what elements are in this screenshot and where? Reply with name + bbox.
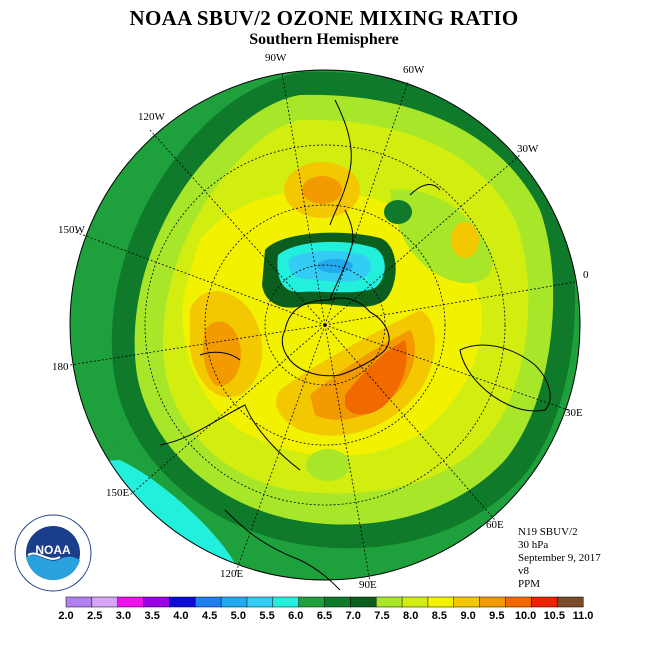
lon-label-120e: 120E: [220, 568, 244, 580]
lon-label-30e: 30E: [565, 407, 583, 419]
map-border: [69, 69, 581, 581]
units-label: PPM: [518, 578, 541, 590]
noaa-logo-icon: NOAA: [14, 514, 92, 592]
date-label: September 9, 2017: [518, 552, 601, 564]
lon-label-90w: 90W: [265, 52, 287, 64]
lon-label-150w: 150W: [58, 224, 86, 236]
page-title: NOAA SBUV/2 OZONE MIXING RATIO: [129, 6, 519, 30]
lon-label-30w: 30W: [517, 143, 539, 155]
version-label: v8: [518, 565, 529, 577]
satellite-label: N19 SBUV/2: [518, 526, 578, 538]
lon-label-90e: 90E: [359, 579, 377, 591]
pressure-level-label: 30 hPa: [518, 539, 549, 551]
lon-label-150e: 150E: [106, 487, 130, 499]
noaa-logo-text: NOAA: [35, 543, 71, 557]
lon-label-180: 180: [52, 361, 69, 373]
coastlines: [159, 99, 551, 591]
graticule: [69, 72, 576, 583]
lon-label-0: 0: [583, 269, 589, 281]
lon-label-120w: 120W: [138, 111, 166, 123]
page-subtitle: Southern Hemisphere: [249, 31, 399, 48]
lon-label-60e: 60E: [486, 519, 504, 531]
lon-label-60w: 60W: [403, 64, 425, 76]
